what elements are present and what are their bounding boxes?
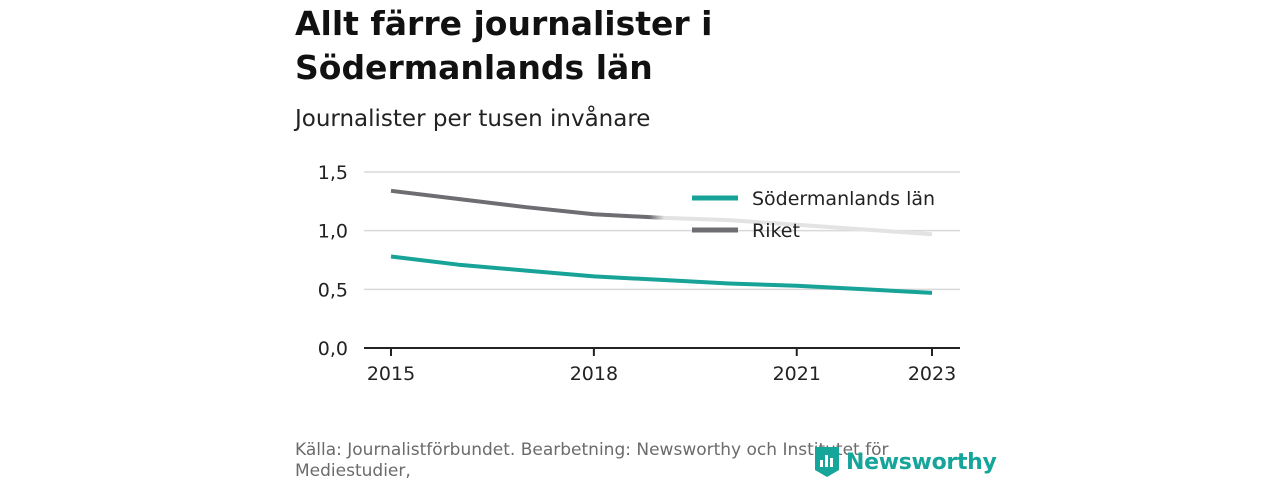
series-line-sodermanland (390, 254, 933, 295)
x-tick-label: 2023 (908, 363, 956, 385)
logo-text: Newsworthy (846, 449, 997, 475)
source-note: Källa: Journalistförbundet. Bearbetning:… (295, 440, 889, 481)
chart-title: Allt färre journalister i Södermanlands … (295, 4, 713, 87)
chart-subtitle: Journalister per tusen invånare (295, 106, 651, 132)
newsworthy-logo-icon (815, 447, 839, 477)
x-tick-label: 2021 (773, 363, 821, 385)
y-tick-label: 1,5 (318, 162, 348, 184)
y-tick-label: 0,5 (318, 279, 348, 301)
legend: Södermanlands län Riket (692, 188, 935, 242)
y-tick-label: 0,0 (318, 338, 348, 360)
y-axis-ticks: 0,0 0,5 1,0 1,5 (318, 162, 348, 360)
x-tick-label: 2018 (570, 363, 618, 385)
x-axis: 2015 2018 2021 2023 (364, 347, 960, 385)
y-tick-label: 1,0 (318, 221, 348, 243)
x-tick-label: 2015 (367, 363, 415, 385)
series-lines (390, 188, 933, 295)
legend-item-riket-label: Riket (752, 220, 800, 242)
newsworthy-logo: Newsworthy (814, 446, 997, 478)
series-line-riket (390, 188, 933, 237)
legend-item-sodermanland-label: Södermanlands län (752, 188, 935, 210)
